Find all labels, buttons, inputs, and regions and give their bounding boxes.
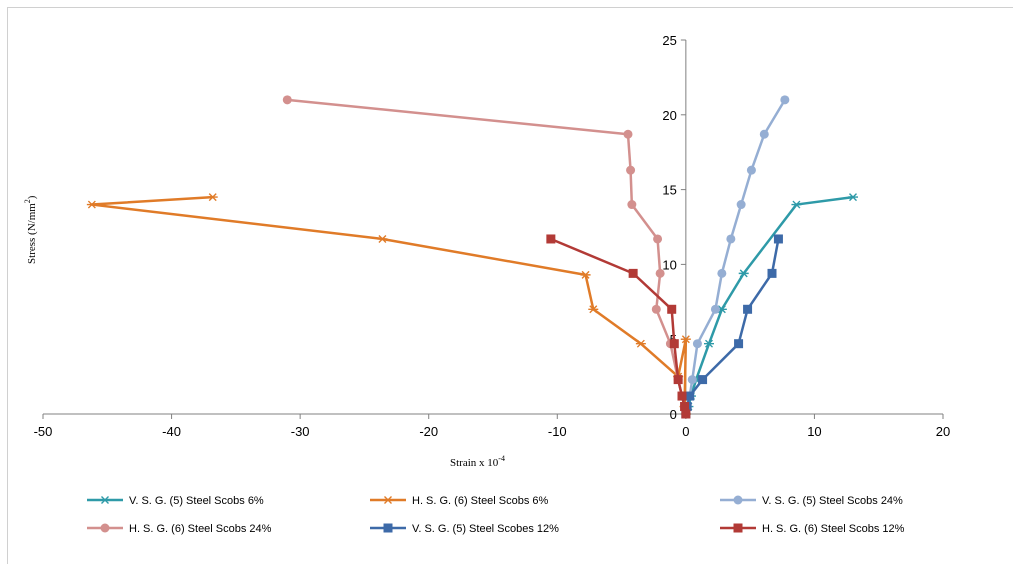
y-axis-title: Stress (N/mm2) — [23, 195, 38, 264]
series-2-point — [86, 200, 97, 209]
legend-item: H. S. G. (6) Steel Scobs 24% — [87, 523, 272, 535]
series-1-point — [704, 339, 714, 348]
x-ticks: -50 -40 -30 -20 -10 0 10 20 — [34, 414, 950, 439]
series-5 — [681, 234, 783, 419]
legend-swatch-marker — [383, 523, 393, 533]
series-4-point — [282, 95, 292, 105]
series-4-point — [651, 304, 661, 314]
legend-item: V. S. G. (5) Steel Scobs 6% — [87, 495, 264, 507]
series-4-point — [627, 200, 637, 210]
y-axis-title-superscript: 2 — [23, 199, 32, 203]
x-tick-label: -30 — [291, 424, 310, 439]
legend-swatch-marker — [733, 523, 743, 533]
series-5-point — [685, 391, 695, 401]
series-6 — [546, 234, 691, 419]
series-6-point — [667, 304, 677, 314]
x-axis-title-superscript: -4 — [498, 454, 505, 463]
series-3-point — [780, 95, 790, 105]
series-2 — [86, 193, 691, 418]
legend-label: V. S. G. (5) Steel Scobs 6% — [129, 495, 264, 507]
legend-item: V. S. G. (5) Steel Scobs 24% — [720, 495, 903, 507]
legend-label: V. S. G. (5) Steel Scobes 12% — [412, 523, 559, 535]
y-tick-label: 15 — [662, 183, 676, 198]
series-2-point — [377, 234, 388, 243]
legend-swatch-marker — [733, 495, 743, 505]
y-tick-label: 25 — [662, 33, 676, 48]
x-tick-label: 0 — [682, 424, 689, 439]
series-5-line — [684, 238, 780, 415]
x-tick-label: -10 — [548, 424, 567, 439]
series-6-point — [628, 268, 638, 278]
series-6-point — [669, 339, 679, 349]
y-tick-label: 10 — [662, 257, 676, 272]
legend-label: V. S. G. (5) Steel Scobs 24% — [762, 495, 903, 507]
series-3-point — [692, 339, 702, 349]
series-1-point — [738, 269, 749, 278]
x-axis-title: Strain x 10-4 — [450, 454, 505, 469]
x-tick-label: 10 — [807, 424, 821, 439]
series-3-point — [687, 375, 697, 385]
x-tick-label: -50 — [34, 424, 53, 439]
series-3-point — [710, 304, 720, 314]
legend-label: H. S. G. (6) Steel Scobs 6% — [412, 495, 549, 507]
series-layer — [86, 95, 858, 419]
series-2-point — [635, 339, 646, 348]
series-3-point — [736, 200, 746, 210]
series-6-point — [681, 409, 691, 419]
legend-swatch-marker — [100, 523, 110, 533]
y-tick-label: 20 — [662, 108, 676, 123]
legend-item: V. S. G. (5) Steel Scobes 12% — [370, 523, 559, 535]
series-2-point — [588, 305, 599, 314]
series-1-point — [791, 200, 802, 209]
x-tick-label: -40 — [162, 424, 181, 439]
legend-swatch-marker — [100, 496, 110, 504]
series-1 — [680, 193, 858, 418]
series-5-point — [734, 339, 744, 349]
series-6-point — [546, 234, 556, 244]
legend-label: H. S. G. (6) Steel Scobs 24% — [129, 523, 272, 535]
series-5-point — [698, 375, 708, 385]
legend-item: H. S. G. (6) Steel Scobs 12% — [720, 523, 905, 535]
series-6-point — [677, 391, 687, 401]
series-2-point — [680, 335, 691, 344]
legend: V. S. G. (5) Steel Scobs 6% H. S. G. (6) … — [87, 495, 905, 535]
series-4-point — [623, 129, 633, 139]
x-tick-label: 20 — [936, 424, 950, 439]
series-1-point — [848, 193, 858, 202]
series-5-point — [767, 268, 777, 278]
series-1-line — [684, 195, 854, 415]
series-6-point — [673, 375, 683, 385]
series-5-point — [743, 304, 753, 314]
series-2-point — [580, 270, 591, 279]
series-2-point — [207, 193, 218, 202]
series-4-point — [626, 165, 636, 175]
y-tick-label: 0 — [670, 407, 677, 422]
series-2-line — [90, 195, 688, 415]
series-4-point — [655, 268, 665, 278]
x-tick-label: -20 — [419, 424, 438, 439]
series-6-point — [680, 402, 690, 412]
series-4-point — [653, 234, 663, 244]
series-3-point — [717, 268, 727, 278]
legend-label: H. S. G. (6) Steel Scobs 12% — [762, 523, 905, 535]
series-3-point — [746, 165, 756, 175]
series-3-point — [726, 234, 736, 244]
series-3-point — [759, 129, 769, 139]
series-3 — [681, 95, 790, 419]
legend-swatch-marker — [383, 496, 393, 504]
series-5-point — [773, 234, 783, 244]
chart-frame — [7, 7, 1013, 564]
legend-item: H. S. G. (6) Steel Scobs 6% — [370, 495, 549, 507]
